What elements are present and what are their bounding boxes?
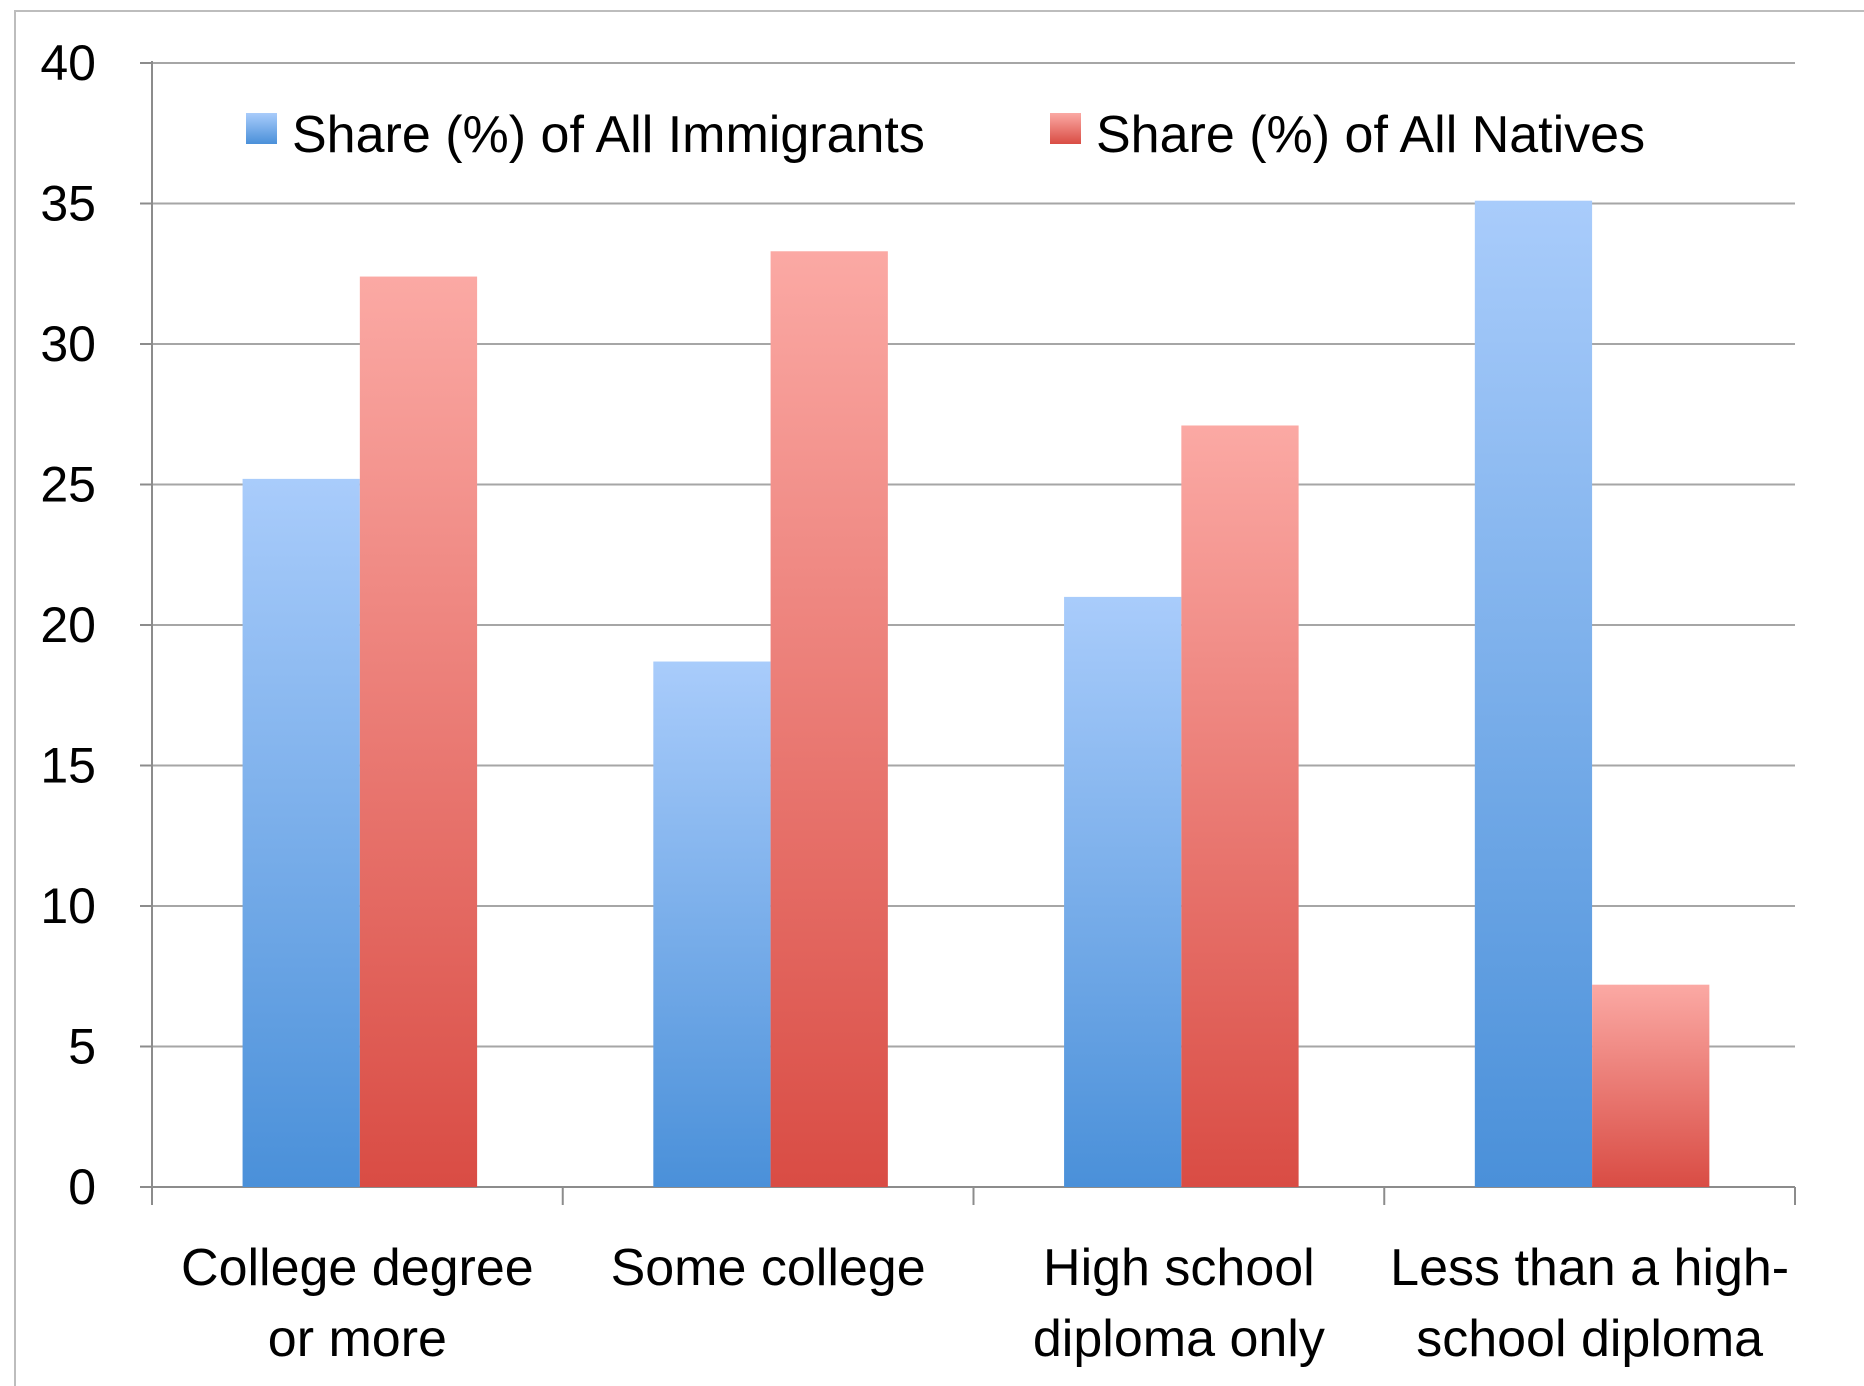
x-category-label: High school diploma only xyxy=(1033,1239,1325,1368)
labels: 0 5 10 15 20 25 30 35 40 College degree or more Som… xyxy=(40,35,1789,1368)
x-category-label-line: Less than a high- xyxy=(1390,1239,1789,1297)
y-tick-label: 25 xyxy=(40,457,96,513)
legend-swatch xyxy=(246,113,277,144)
immigrants-bar xyxy=(242,478,360,1187)
y-tick-label: 30 xyxy=(40,316,96,372)
natives-bar xyxy=(1181,425,1299,1187)
y-tick-label: 35 xyxy=(40,176,96,232)
x-category-label-line: High school xyxy=(1043,1239,1315,1297)
immigrants-bar xyxy=(653,661,771,1187)
x-category-label: College degree or more xyxy=(181,1239,534,1368)
y-tick-label: 15 xyxy=(40,738,96,794)
x-category-label: Less than a high-school diploma xyxy=(1390,1239,1789,1368)
x-category-label-line: Some college xyxy=(611,1239,926,1297)
x-category-label-line: or more xyxy=(268,1310,447,1368)
x-category-label: Some college xyxy=(611,1239,926,1297)
y-tick-label: 20 xyxy=(40,597,96,653)
legend-label: Share (%) of All Immigrants xyxy=(292,106,925,164)
y-tick-label: 10 xyxy=(40,878,96,934)
x-category-label-line: diploma only xyxy=(1033,1310,1325,1368)
natives-bar xyxy=(1592,984,1710,1187)
natives-bar xyxy=(359,276,478,1187)
natives-bar xyxy=(770,251,888,1187)
x-category-label-line: school diploma xyxy=(1416,1310,1763,1368)
x-category-label-line: College degree xyxy=(181,1239,534,1297)
immigrants-bar xyxy=(1474,200,1593,1187)
bars xyxy=(242,200,1710,1187)
y-tick-label: 40 xyxy=(40,35,96,91)
y-tick-label: 5 xyxy=(68,1019,96,1075)
y-tick-label: 0 xyxy=(68,1159,96,1215)
legend-label: Share (%) of All Natives xyxy=(1096,106,1645,164)
legend-swatch xyxy=(1050,113,1081,144)
immigrants-bar xyxy=(1064,596,1182,1187)
legend: Share (%) of All Immigrants Share (%) of … xyxy=(246,106,1645,164)
